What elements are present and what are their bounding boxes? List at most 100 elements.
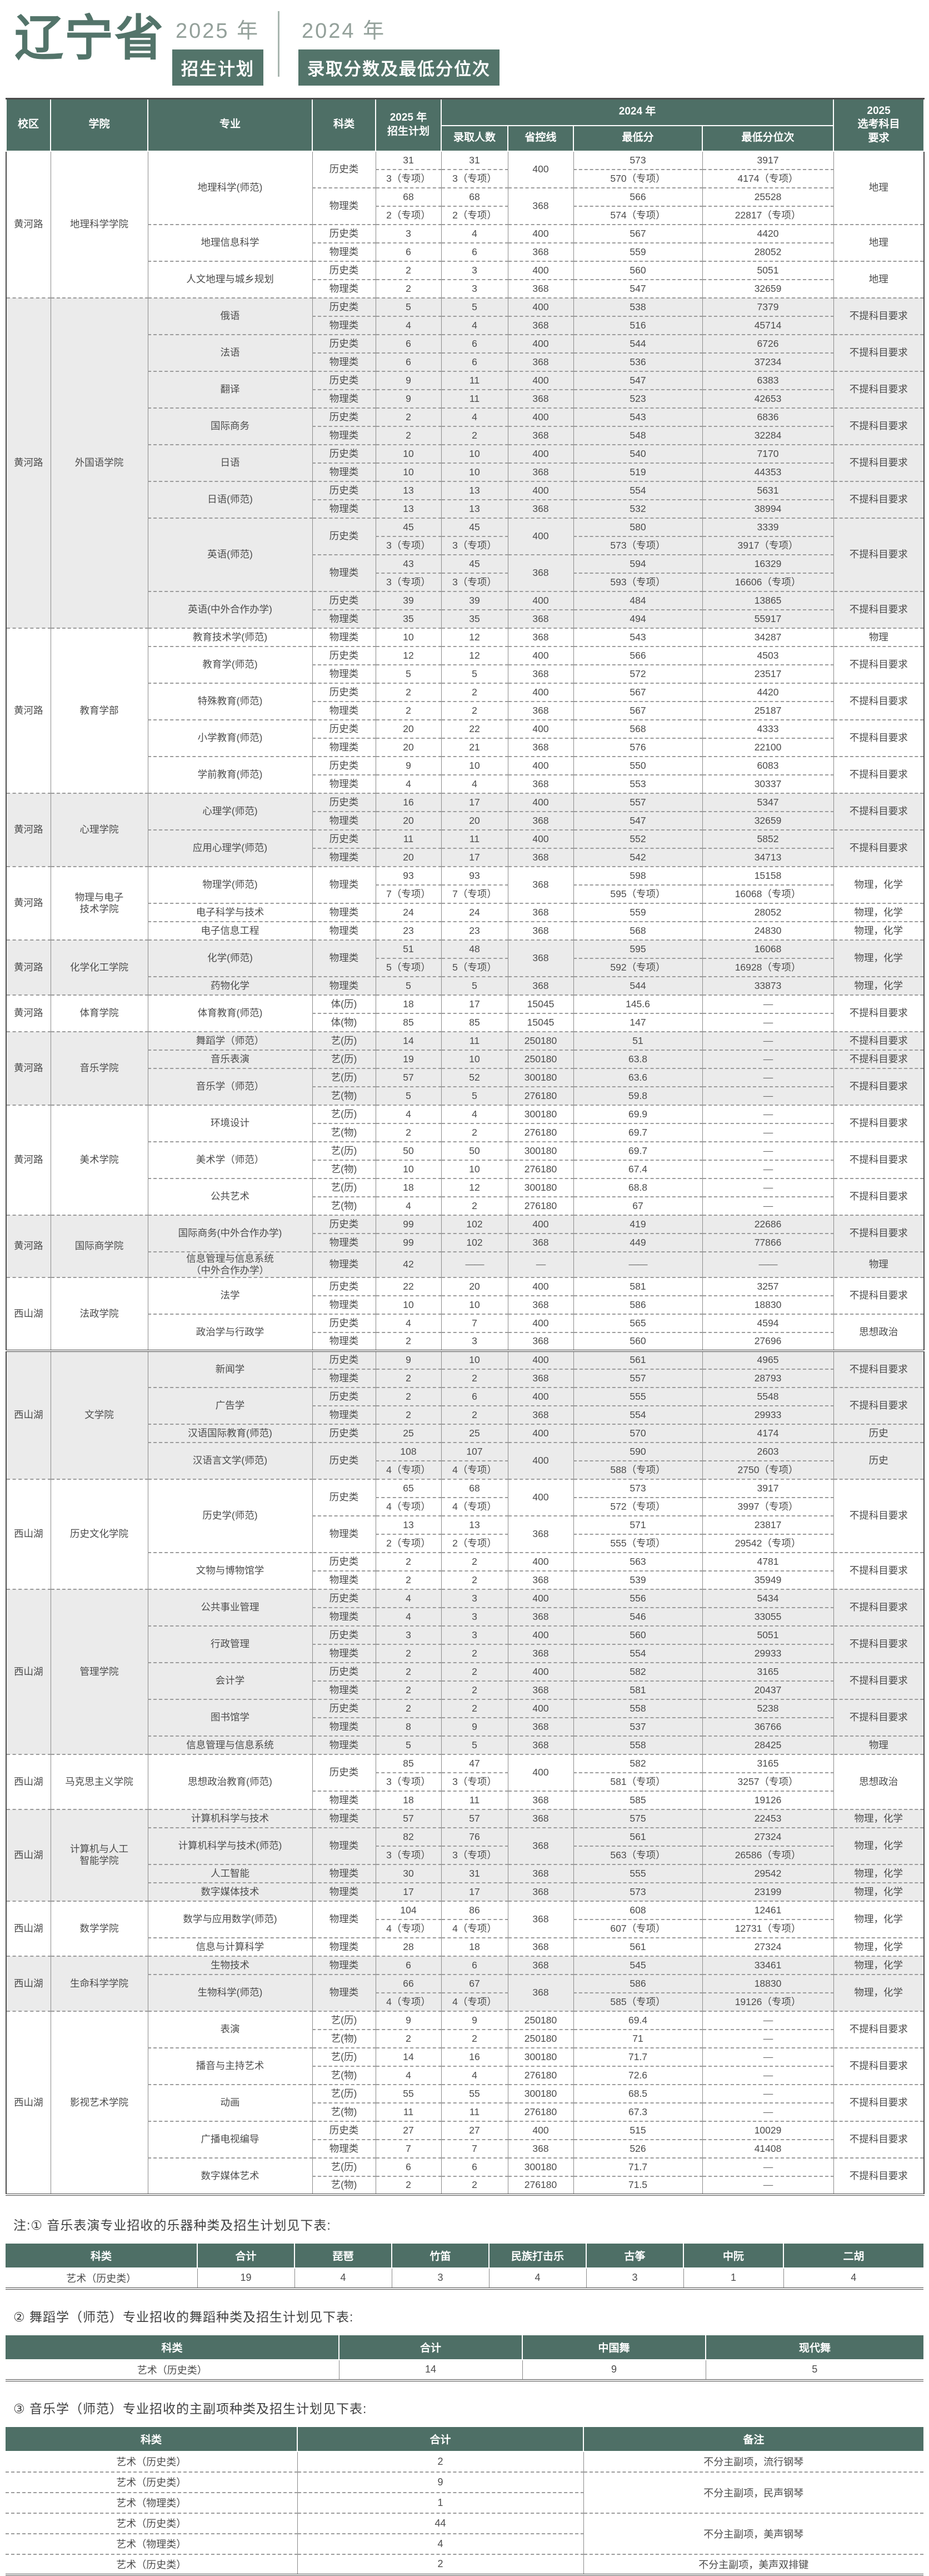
table-row: 行政管理 历史类 3 3 400 560 5051 不提科目要求: [6, 1625, 925, 1663]
min-score-cell: 68.5: [573, 2083, 703, 2103]
min-score-cell: 560: [573, 260, 703, 280]
plan-cell: 2: [375, 1122, 442, 1142]
subject-cell: 历史类: [312, 1588, 376, 1608]
note-row: 艺术（历史类） 2 不分主副项，美声双排键: [6, 2553, 923, 2575]
control-line-cell: 400: [507, 260, 574, 280]
plan-cell: 5: [375, 664, 442, 683]
control-line-cell: 368: [507, 1937, 574, 1956]
admitted-cell: 3（专项）: [441, 1845, 508, 1864]
control-line-cell: 400: [507, 1698, 574, 1718]
min-rank-cell: 3165: [702, 1662, 834, 1681]
major-cell: 信息管理与信息系统 （中外合作办学）: [147, 1251, 313, 1277]
control-line-cell: 300180: [507, 2047, 574, 2066]
table-row: 7（专项） 7（专项） 595（专项） 16068（专项）: [6, 884, 924, 903]
min-rank-cell: 32284: [702, 425, 834, 445]
min-score-cell: 484: [573, 590, 703, 610]
admitted-cell: 3: [441, 260, 508, 280]
control-line-cell: 400: [507, 1214, 574, 1234]
requirement-cell: 不提科目要求: [833, 645, 925, 683]
col-college-header: 学院: [50, 98, 148, 152]
control-line-cell: 368: [507, 1607, 574, 1626]
min-rank-cell: 4174（专项）: [702, 168, 834, 188]
score-badge: 录取分数及最低分位次: [298, 49, 500, 86]
min-score-cell: 590: [573, 1441, 703, 1461]
subject-cell: 物理类: [312, 627, 376, 647]
admitted-cell: 13: [441, 1515, 508, 1534]
requirement-cell: 不提科目要求: [833, 297, 925, 335]
plan-cell: 2: [375, 1405, 442, 1424]
subject-cell: 历史类: [312, 297, 376, 316]
major-cell: 药物化学: [147, 976, 313, 995]
subject-cell: 物理类: [312, 187, 376, 225]
note-row: 艺术（历史类） 14 9 5: [6, 2359, 923, 2380]
plan-cell: 3（专项）: [375, 1845, 442, 1864]
admitted-cell: 68: [441, 187, 508, 206]
admitted-cell: 107: [441, 1441, 508, 1461]
subject-cell: 历史类: [312, 1625, 376, 1644]
admitted-cell: 27: [441, 2120, 508, 2140]
min-score-cell: 552: [573, 829, 703, 848]
plan-cell: 2: [375, 1551, 442, 1571]
control-line-cell: 368: [507, 1882, 574, 1901]
admitted-cell: 2: [441, 1405, 508, 1424]
min-score-cell: 586: [573, 1295, 703, 1314]
table-row: 英语(师范) 历史类 45 45 400 580 3339 不提科目要求: [6, 517, 925, 591]
subject-cell: 历史类: [312, 370, 376, 390]
subject-cell: 物理类: [312, 737, 376, 757]
control-line-cell: 250180: [507, 2010, 574, 2030]
college-cell: 音乐学院: [50, 1031, 148, 1105]
control-line-cell: 368: [507, 976, 574, 995]
subject-cell: 物理类: [312, 1808, 376, 1828]
admitted-cell: 3: [441, 1588, 508, 1608]
control-line-cell: 300180: [507, 1141, 574, 1160]
table-row: 物理类 6 6 368 559 28052: [6, 242, 924, 261]
note-cell: 艺术（物理类）: [6, 2533, 298, 2554]
note-cell: 4: [294, 2267, 392, 2289]
min-rank-cell: 25528: [702, 187, 834, 206]
major-cell: 广告学: [147, 1386, 313, 1424]
plan-cell: 13: [375, 499, 442, 518]
min-score-cell: 543: [573, 627, 703, 647]
table-row: 艺(物) 10 10 276180 67.4—: [6, 1159, 924, 1178]
plan-cell: 3: [375, 1625, 442, 1644]
table-row: 物理类 2 2 368 554 29933: [6, 1405, 924, 1424]
admitted-cell: 4（专项）: [441, 1992, 508, 2011]
admitted-cell: 17: [441, 792, 508, 812]
min-score-cell: 568: [573, 719, 703, 738]
min-score-cell: 570（专项）: [573, 168, 703, 188]
control-line-cell: 400: [507, 480, 574, 500]
subject-cell: 历史类: [312, 682, 376, 702]
major-cell: 文物与博物馆学: [147, 1551, 313, 1589]
min-score-cell: 572: [573, 664, 703, 683]
min-rank-cell: 36766: [702, 1717, 834, 1736]
min-rank-cell: 4420: [702, 682, 834, 702]
min-score-cell: 567: [573, 682, 703, 702]
admitted-cell: 45: [441, 517, 508, 536]
subject-cell: 艺(物): [312, 2028, 376, 2048]
min-score-cell: 581: [573, 1680, 703, 1699]
plan-cell: 18: [375, 994, 442, 1013]
college-cell: 体育学院: [50, 994, 148, 1032]
page-header: 辽宁省 2025 年 招生计划 2024 年 录取分数及最低分位次: [0, 0, 929, 93]
plan-cell: 2: [375, 1643, 442, 1663]
header-divider: [278, 11, 280, 77]
admitted-cell: 50: [441, 1141, 508, 1160]
table-row: 物理类 2 2 368 554 29933: [6, 1643, 924, 1663]
min-rank-cell: —: [702, 1012, 834, 1032]
plan-cell: 6: [375, 334, 442, 353]
major-cell: 数字媒体技术: [147, 1882, 313, 1901]
table-row: 物理类 6 6 368 536 37234: [6, 352, 924, 371]
col-campus-header: 校区: [6, 98, 51, 152]
min-rank-cell: 4503: [702, 645, 834, 665]
plan-cell: 18: [375, 1790, 442, 1809]
min-score-cell: 547: [573, 370, 703, 390]
control-line-cell: 368: [507, 554, 574, 591]
min-score-cell: 59.8: [573, 1086, 703, 1105]
min-rank-cell: 10029: [702, 2120, 834, 2140]
note-header-cell: 科类: [6, 2335, 339, 2360]
min-rank-cell: —: [702, 2175, 834, 2195]
admitted-cell: 13: [441, 499, 508, 518]
plan-cell: 104: [375, 1900, 442, 1919]
control-line-cell: 400: [507, 755, 574, 775]
table-row: 物理类 2 3 368 547 32659: [6, 279, 924, 298]
